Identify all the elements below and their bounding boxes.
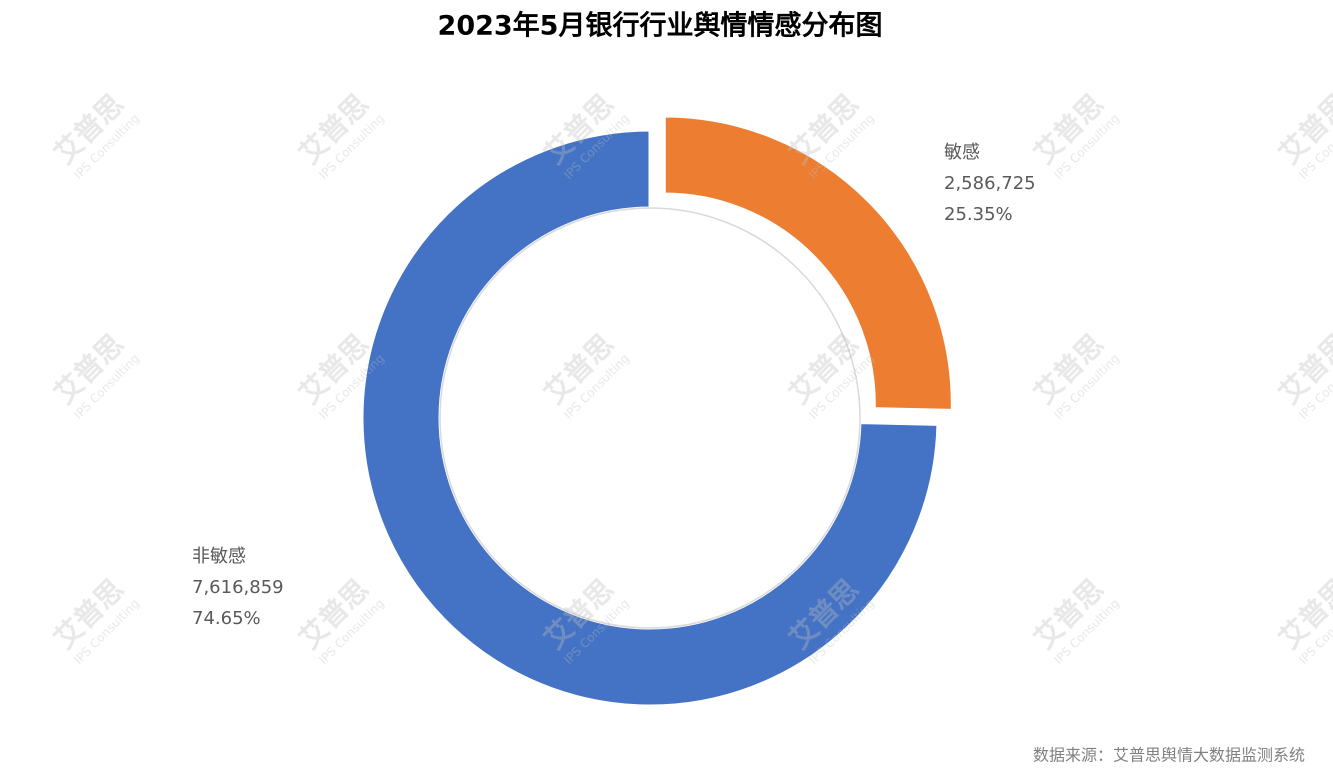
donut-slice — [662, 114, 954, 412]
data-label-category: 非敏感 — [192, 546, 246, 567]
inner-ring — [439, 207, 861, 629]
data-label-category: 敏感 — [944, 142, 980, 163]
data-label-value: 2,586,725 — [944, 173, 1036, 194]
data-label-value: 7,616,859 — [192, 577, 284, 598]
data-label-percent: 25.35% — [944, 204, 1013, 225]
chart-title: 2023年5月银行行业舆情情感分布图 — [438, 10, 883, 42]
data-label-percent: 74.65% — [192, 608, 261, 629]
source-note: 数据来源：艾普思舆情大数据监测系统 — [1033, 746, 1305, 765]
